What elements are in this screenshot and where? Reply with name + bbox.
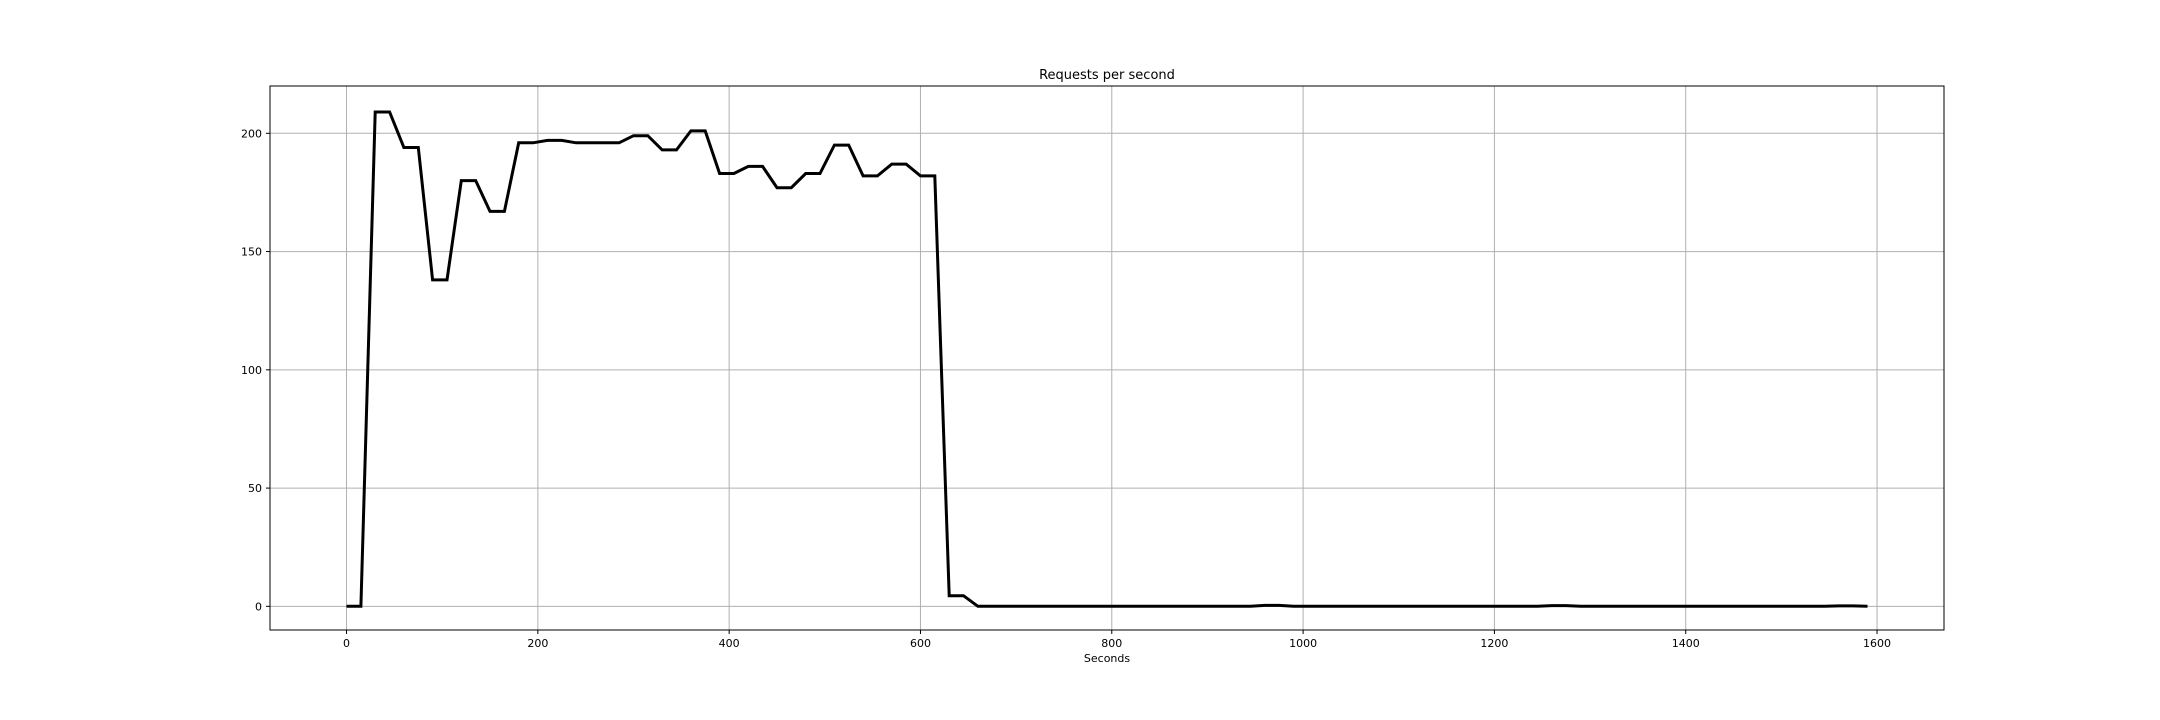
series-layer xyxy=(346,110,1868,608)
y-tick-label: 200 xyxy=(241,127,262,140)
x-tick-label: 1400 xyxy=(1672,637,1700,650)
x-tick-label: 1600 xyxy=(1863,637,1891,650)
x-tick-label: 1200 xyxy=(1480,637,1508,650)
x-tick-label: 600 xyxy=(910,637,931,650)
series-line xyxy=(346,110,1868,608)
y-tick-label: 100 xyxy=(241,364,262,377)
plot-area-frame xyxy=(269,85,1945,631)
gridlines xyxy=(270,86,1944,630)
x-tick-label: 800 xyxy=(1101,637,1122,650)
x-tick-label: 400 xyxy=(719,637,740,650)
x-tick-label: 1000 xyxy=(1289,637,1317,650)
axis-ticks: 0 200 400 600 800 1000 1200 1400 1600 0 50 100 150 20… xyxy=(241,127,1891,650)
chart-title: Requests per second xyxy=(1039,68,1175,83)
x-tick-label: 200 xyxy=(527,637,548,650)
x-tick-label: 0 xyxy=(343,637,350,650)
x-axis-label: Seconds xyxy=(1084,652,1130,665)
y-tick-label: 50 xyxy=(248,482,262,495)
y-tick-label: 150 xyxy=(241,246,262,259)
y-tick-label: 0 xyxy=(255,600,262,613)
